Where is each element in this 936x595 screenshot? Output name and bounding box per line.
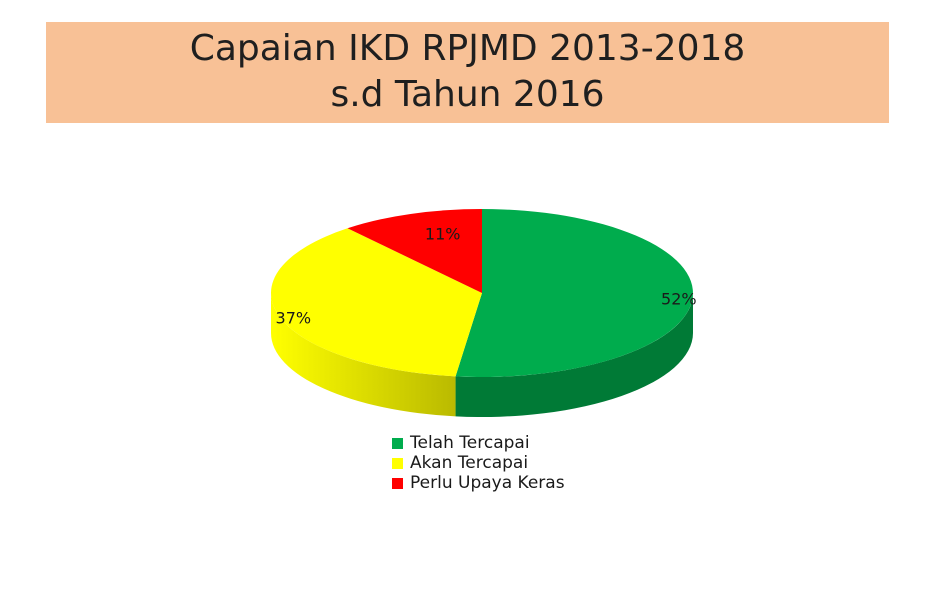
legend-swatch-akan-tercapai (392, 457, 403, 469)
legend-swatch-perlu-upaya-keras (392, 477, 403, 489)
pie-slice-telah-tercapai (455, 209, 693, 377)
legend-label-perlu-upaya-keras: Perlu Upaya Keras (410, 473, 565, 493)
pie-side-telah-tercapai (455, 293, 693, 418)
legend-item-perlu-upaya-keras: Perlu Upaya Keras (392, 473, 565, 493)
legend-swatch-telah-tercapai (392, 437, 403, 449)
chart-title-line-1: Capaian IKD RPJMD 2013-2018 (189, 28, 746, 69)
pie-side-akan-tercapai (271, 293, 456, 417)
legend-label-telah-tercapai: Telah Tercapai (410, 433, 530, 453)
data-label-telah-tercapai: 52% (661, 290, 697, 309)
legend-label-akan-tercapai: Akan Tercapai (410, 453, 529, 473)
chart-title-line-2: s.d Tahun 2016 (330, 74, 605, 115)
legend-item-telah-tercapai: Telah Tercapai (392, 433, 565, 453)
chart-legend: Telah Tercapai Akan Tercapai Perlu Upaya… (392, 433, 565, 493)
chart-title: Capaian IKD RPJMD 2013-2018 s.d Tahun 20… (46, 22, 889, 123)
data-label-akan-tercapai: 37% (276, 309, 312, 328)
data-label-perlu-upaya-keras: 11% (425, 225, 461, 244)
pie-slice-akan-tercapai (270, 228, 482, 377)
pie-slice-perlu-upaya-keras (347, 209, 482, 293)
legend-item-akan-tercapai: Akan Tercapai (392, 453, 565, 473)
